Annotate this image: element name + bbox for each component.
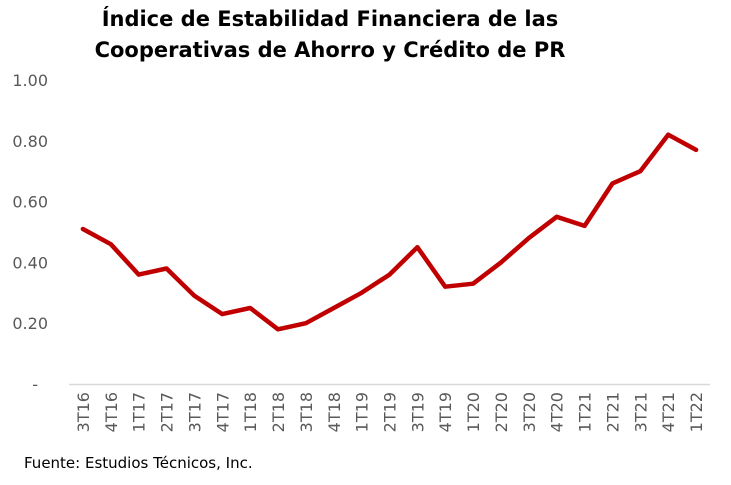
- x-tick-label: 1T19: [353, 392, 372, 432]
- x-tick-label: 3T16: [74, 392, 93, 432]
- data-point: [81, 227, 85, 231]
- x-tick-label: 3T21: [631, 392, 650, 432]
- x-tick-label: 4T20: [548, 392, 567, 432]
- x-tick-label: 1T21: [576, 392, 595, 432]
- x-tick-label: 3T17: [185, 392, 204, 432]
- x-tick-label: 2T20: [492, 392, 511, 432]
- data-point: [666, 133, 670, 137]
- data-point: [332, 306, 336, 310]
- x-tick-label: 1T17: [130, 392, 149, 432]
- x-tick-label: 3T19: [408, 392, 427, 432]
- x-tick-label: 3T18: [297, 392, 316, 432]
- y-tick-label: 0.80: [12, 132, 48, 151]
- data-point: [694, 148, 698, 152]
- data-point: [527, 236, 531, 240]
- data-point: [443, 285, 447, 289]
- data-point: [555, 215, 559, 219]
- data-point: [137, 273, 141, 277]
- data-point: [499, 260, 503, 264]
- x-tick-label: 2T21: [603, 392, 622, 432]
- data-point: [638, 169, 642, 173]
- y-tick-label: 1.00: [12, 71, 48, 90]
- data-point: [248, 306, 252, 310]
- data-point: [415, 245, 419, 249]
- x-tick-label: 3T20: [520, 392, 539, 432]
- x-tick-label: 4T17: [213, 392, 232, 432]
- data-point: [220, 312, 224, 316]
- series-line: [80, 132, 699, 332]
- x-tick-label: 2T19: [381, 392, 400, 432]
- data-point: [583, 224, 587, 228]
- data-point: [360, 291, 364, 295]
- y-tick-label: -: [32, 375, 38, 394]
- y-axis-tick-labels: - 0.20 0.40 0.60 0.80 1.00: [12, 71, 48, 394]
- x-tick-label: 1T20: [464, 392, 483, 432]
- x-tick-label: 2T17: [158, 392, 177, 432]
- data-point: [109, 242, 113, 246]
- data-point: [304, 321, 308, 325]
- y-tick-label: 0.40: [12, 253, 48, 272]
- data-point: [192, 294, 196, 298]
- data-point: [471, 282, 475, 286]
- x-tick-label: 4T18: [325, 392, 344, 432]
- chart-title: Índice de Estabilidad Financiera de las …: [40, 4, 620, 66]
- x-axis-tick-labels: 3T16 4T16 1T17 2T17 3T17 4T17 1T18 2T18 3T18 4T18…: [74, 392, 706, 432]
- chart-title-line-1: Índice de Estabilidad Financiera de las: [101, 7, 559, 31]
- x-tick-label: 4T16: [102, 392, 121, 432]
- x-tick-label: 1T22: [687, 392, 706, 432]
- chart-title-line-2: Cooperativas de Ahorro y Crédito de PR: [94, 38, 566, 62]
- data-points: [81, 133, 698, 331]
- data-point: [610, 181, 614, 185]
- x-tick-label: 2T18: [269, 392, 288, 432]
- source-note: Fuente: Estudios Técnicos, Inc.: [24, 454, 253, 472]
- y-tick-label: 0.20: [12, 314, 48, 333]
- x-tick-label: 4T21: [659, 392, 678, 432]
- data-point: [388, 273, 391, 277]
- y-tick-label: 0.60: [12, 193, 48, 212]
- data-point: [276, 327, 280, 331]
- x-tick-label: 1T18: [241, 392, 260, 432]
- x-tick-label: 4T19: [436, 392, 455, 432]
- data-point: [165, 266, 169, 270]
